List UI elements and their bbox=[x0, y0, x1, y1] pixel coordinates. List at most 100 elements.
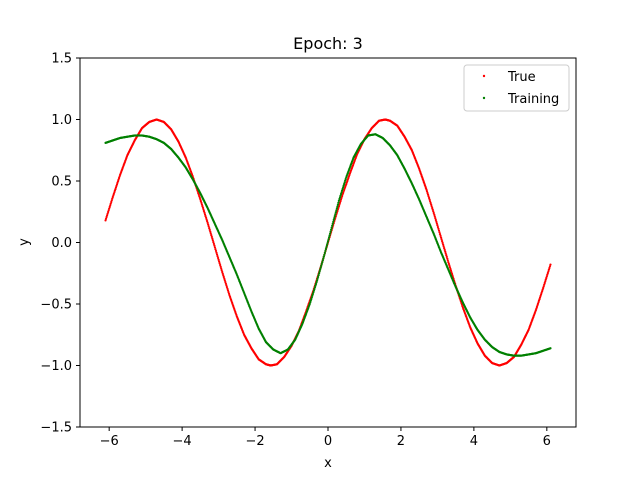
data-point-training bbox=[342, 186, 345, 189]
data-point-true bbox=[428, 198, 431, 201]
data-point-true bbox=[225, 284, 228, 287]
data-point-true bbox=[214, 249, 218, 253]
data-point-training bbox=[343, 182, 346, 186]
data-point-true bbox=[213, 246, 217, 249]
data-point-training bbox=[344, 177, 347, 181]
data-point-training bbox=[331, 224, 334, 227]
data-point-training bbox=[338, 197, 341, 201]
y-tick-label: −1.5 bbox=[40, 421, 72, 436]
data-point-true bbox=[430, 205, 433, 208]
data-point-training bbox=[320, 262, 323, 266]
data-point-true bbox=[200, 201, 203, 204]
data-point-true bbox=[543, 281, 546, 285]
data-point-true bbox=[427, 196, 431, 200]
data-point-training bbox=[325, 245, 328, 249]
data-point-true bbox=[219, 263, 222, 267]
data-point-true bbox=[447, 262, 450, 265]
data-point-training bbox=[316, 277, 319, 280]
data-point-true bbox=[446, 257, 449, 260]
series-true bbox=[104, 118, 552, 367]
data-point-true bbox=[439, 234, 442, 237]
data-point-training bbox=[336, 205, 339, 208]
data-point-true bbox=[221, 270, 224, 274]
data-point-training bbox=[326, 242, 329, 245]
data-point-true bbox=[544, 280, 547, 283]
data-point-true bbox=[426, 193, 430, 196]
data-point-training bbox=[327, 236, 331, 239]
data-point-true bbox=[436, 224, 439, 227]
data-point-training bbox=[333, 216, 336, 220]
data-point-training bbox=[317, 274, 320, 277]
data-point-true bbox=[431, 206, 434, 210]
legend-marker-training bbox=[482, 96, 486, 100]
data-point-training bbox=[343, 181, 346, 184]
legend: True Training bbox=[463, 64, 570, 112]
data-point-true bbox=[222, 275, 225, 279]
data-point-true bbox=[105, 214, 109, 217]
data-point-true bbox=[548, 265, 552, 268]
data-point-true bbox=[214, 248, 217, 251]
data-point-true bbox=[218, 262, 221, 265]
data-point-true bbox=[199, 200, 202, 203]
data-point-true bbox=[110, 200, 113, 204]
x-tick-label: 4 bbox=[470, 434, 478, 449]
data-point-training bbox=[328, 234, 331, 237]
data-point-true bbox=[435, 220, 438, 223]
data-point-training bbox=[308, 302, 311, 306]
data-point-true bbox=[548, 266, 551, 270]
data-point-true bbox=[447, 261, 450, 264]
data-point-true bbox=[446, 259, 449, 262]
data-point-true bbox=[444, 250, 447, 253]
data-point-true bbox=[209, 230, 212, 233]
data-point-training bbox=[323, 251, 326, 254]
data-point-true bbox=[226, 289, 230, 292]
data-point-training bbox=[311, 292, 314, 296]
data-point-true bbox=[217, 258, 220, 261]
data-point-training bbox=[310, 297, 313, 301]
data-point-training bbox=[333, 215, 336, 218]
data-point-true bbox=[201, 205, 204, 208]
data-point-true bbox=[215, 251, 218, 254]
data-point-true bbox=[224, 280, 227, 284]
data-point-true bbox=[545, 276, 548, 280]
data-point-true bbox=[207, 225, 210, 228]
data-point-true bbox=[435, 222, 438, 225]
data-point-training bbox=[324, 247, 328, 251]
data-point-training bbox=[319, 266, 322, 269]
data-point-training bbox=[339, 192, 343, 196]
data-point-true bbox=[212, 241, 215, 244]
data-point-true bbox=[207, 223, 210, 226]
y-tick-label: 1.0 bbox=[51, 113, 72, 128]
data-point-training bbox=[318, 270, 321, 273]
data-point-true bbox=[545, 275, 548, 278]
data-point-training bbox=[317, 275, 320, 279]
x-tick-label: 6 bbox=[543, 434, 551, 449]
y-tick-label: −0.5 bbox=[40, 298, 72, 313]
data-point-true bbox=[426, 191, 429, 195]
data-point-true bbox=[445, 254, 448, 257]
data-point-true bbox=[209, 232, 212, 235]
data-point-true bbox=[430, 203, 433, 206]
data-point-true bbox=[201, 206, 205, 209]
data-point-true bbox=[442, 243, 445, 246]
data-point-true bbox=[204, 216, 208, 219]
data-point-true bbox=[449, 269, 453, 272]
data-point-true bbox=[206, 220, 209, 223]
data-point-true bbox=[104, 219, 107, 222]
data-point-true bbox=[109, 202, 112, 205]
data-point-true bbox=[433, 213, 436, 216]
data-point-true bbox=[216, 255, 219, 258]
data-point-true bbox=[445, 255, 448, 259]
data-point-training bbox=[313, 287, 316, 291]
chart-title: Epoch: 3 bbox=[293, 34, 363, 53]
data-point-true bbox=[219, 265, 222, 268]
data-point-true bbox=[436, 225, 440, 229]
data-point-true bbox=[441, 239, 444, 243]
data-point-true bbox=[427, 195, 430, 198]
data-point-true bbox=[203, 213, 207, 216]
data-point-true bbox=[338, 203, 341, 206]
data-point-training bbox=[339, 194, 342, 197]
data-point-training bbox=[334, 213, 337, 216]
y-axis: −1.5 −1.0 −0.5 0.0 0.5 1.0 1.5 bbox=[40, 52, 80, 436]
